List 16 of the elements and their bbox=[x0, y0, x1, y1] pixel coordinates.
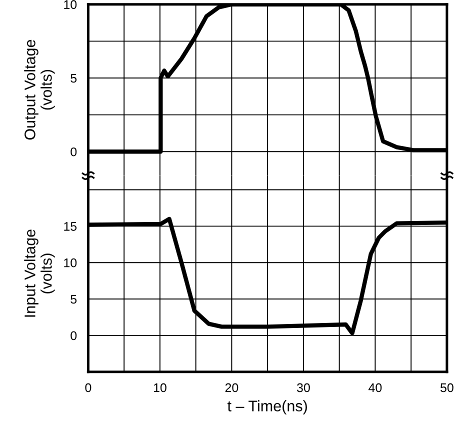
y-tick-label: 0 bbox=[70, 331, 77, 340]
y-tick-label: 10 bbox=[64, 258, 77, 268]
x-tick-label: 50 bbox=[440, 383, 454, 392]
x-tick-label: 20 bbox=[225, 383, 238, 392]
y-axis-title: Input Voltage (volts) bbox=[24, 230, 55, 317]
y-tick-label: 15 bbox=[64, 222, 77, 231]
x-tick-label: 40 bbox=[368, 383, 382, 392]
x-tick-label: 0 bbox=[85, 383, 92, 392]
x-tick-label: 10 bbox=[154, 383, 166, 392]
x-tick-label: 30 bbox=[296, 383, 310, 392]
y-tick-label: 5 bbox=[70, 74, 77, 83]
y-axis-title: Output Voltage (volts) bbox=[24, 40, 55, 140]
y-tick-label: 5 bbox=[70, 294, 77, 304]
y-tick-label: 10 bbox=[64, 0, 77, 10]
y-tick-label: 0 bbox=[70, 147, 77, 156]
x-axis-title: t – Time(ns) bbox=[227, 400, 307, 414]
